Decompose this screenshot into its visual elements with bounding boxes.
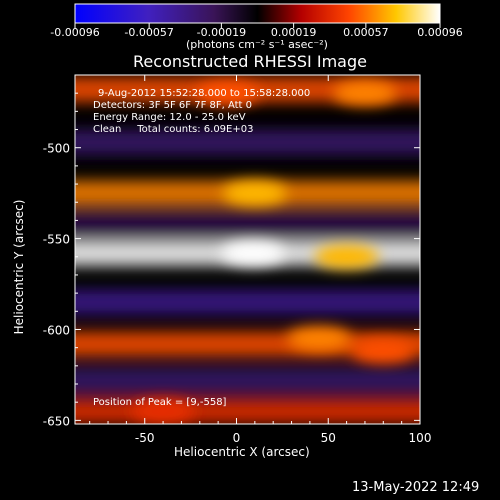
y-tick-label: -500: [43, 142, 70, 156]
heatmap-band: [75, 367, 420, 394]
footer-timestamp: 13-May-2022 12:49: [352, 480, 480, 495]
x-axis-label: Heliocentric X (arcsec): [174, 445, 310, 459]
heatmap-hotspot: [131, 399, 196, 424]
heatmap-hotspot: [332, 81, 397, 106]
colorbar-tick-label: 0.00019: [271, 26, 317, 39]
y-tick-label: -600: [43, 323, 70, 337]
heatmap-hotspot: [195, 81, 260, 106]
heatmap-hotspot: [314, 244, 379, 269]
colorbar-tick-label: 0.00057: [343, 26, 389, 39]
y-axis-label: Heliocentric Y (arcsec): [12, 199, 26, 335]
heatmap-hotspot: [221, 241, 286, 266]
colorbar-tick-label: -0.00096: [50, 26, 99, 39]
heatmap-hotspot: [222, 181, 287, 206]
colorbar-tick-label: -0.00057: [124, 26, 173, 39]
x-tick-label: 0: [233, 431, 241, 445]
x-tick-label: 100: [409, 431, 432, 445]
colorbar-tick-label: 0.00096: [417, 26, 463, 39]
heatmap-band: [75, 129, 420, 156]
x-tick-label: -50: [135, 431, 155, 445]
colorbar-gradient: [74, 3, 441, 24]
colorbar-units: (photons cm⁻² s⁻¹ asec⁻²): [186, 38, 328, 51]
annotation-detectors: Detectors: 3F 5F 6F 7F 8F, Att 0: [93, 100, 253, 111]
heatmap-hotspot: [351, 339, 416, 364]
annotation-total-counts: Clean Total counts: 6.09E+03: [93, 124, 254, 135]
y-tick-label: -550: [43, 233, 70, 247]
colorbar: -0.00096 -0.00057 -0.00019 0.00019 0.00057 0.…: [50, 3, 463, 39]
heatmap-hotspot: [287, 326, 352, 351]
y-tick-label: -650: [43, 414, 70, 428]
x-tick-label: 50: [321, 431, 336, 445]
heatmap-plot: -50 0 50 100-500-550-600-650: [43, 74, 432, 445]
heatmap-band: [75, 211, 420, 238]
annotation-peak-position: Position of Peak = [9,-558]: [93, 397, 227, 408]
chart-title: Reconstructed RHESSI Image: [133, 52, 367, 71]
heatmap-band: [75, 289, 420, 316]
annotation-time-range: 9-Aug-2012 15:52:28.000 to 15:58:28.000: [98, 88, 311, 99]
colorbar-tick-label: -0.00019: [197, 26, 246, 39]
plot-frame: [74, 74, 421, 425]
annotation-energy-range: Energy Range: 12.0 - 25.0 keV: [93, 112, 246, 123]
